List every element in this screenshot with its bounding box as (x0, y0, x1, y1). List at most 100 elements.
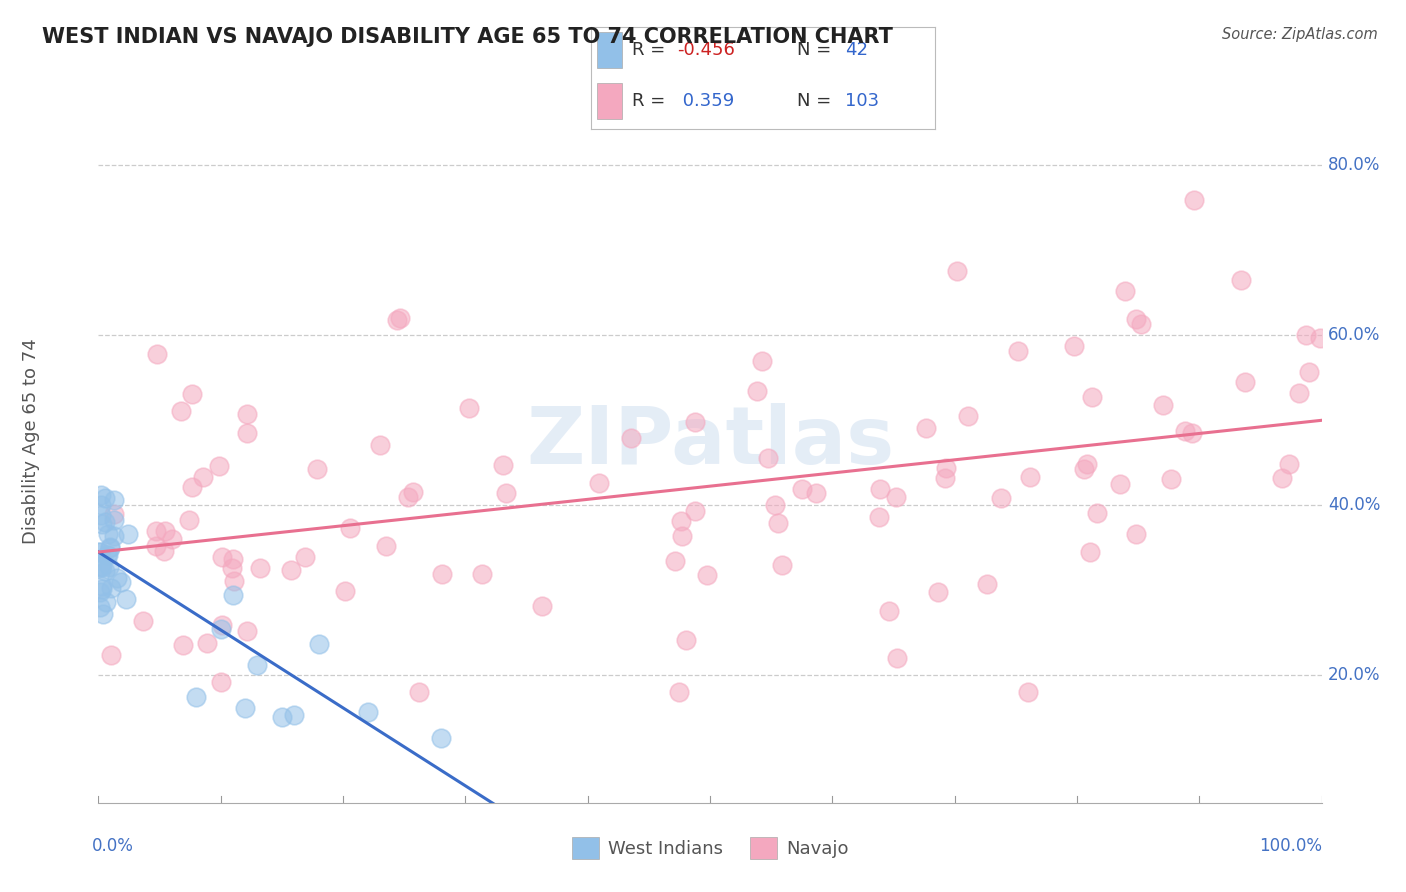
Text: N =: N = (797, 92, 837, 110)
Point (368, 438, 391, 452)
Text: -0.456: -0.456 (676, 41, 734, 59)
Point (868, 510, 890, 524)
Point (193, 470, 215, 484)
Point (1087, 506, 1109, 520)
Point (402, 485, 425, 500)
Point (1233, 376, 1256, 390)
Point (98, 541, 121, 555)
Point (935, 461, 957, 475)
Point (153, 524, 176, 539)
Point (1076, 457, 1098, 471)
Point (471, 567, 494, 582)
Text: ZIPatlas: ZIPatlas (526, 402, 894, 481)
Point (1160, 472, 1182, 486)
Point (804, 486, 827, 500)
Point (763, 499, 786, 513)
Point (97, 526, 120, 541)
Text: 40.0%: 40.0% (1327, 496, 1381, 515)
Point (105, 571, 128, 585)
Point (94, 595, 117, 609)
Point (1081, 390, 1104, 404)
Text: 100.0%: 100.0% (1258, 837, 1322, 855)
Point (1295, 327, 1317, 342)
Point (117, 527, 139, 541)
Point (186, 690, 208, 705)
Point (1298, 365, 1320, 379)
Point (91, 582, 114, 597)
Point (90, 516, 112, 531)
Point (100, 648, 122, 662)
Point (211, 617, 233, 632)
Point (492, 458, 515, 472)
Point (1108, 477, 1130, 491)
Point (170, 404, 193, 418)
Point (869, 482, 891, 496)
Point (236, 407, 259, 421)
Point (180, 480, 202, 494)
Point (221, 561, 243, 575)
Point (145, 539, 167, 553)
Point (294, 549, 316, 564)
Point (1152, 398, 1174, 412)
Point (339, 520, 361, 534)
Point (249, 561, 271, 575)
Point (172, 638, 194, 652)
Point (683, 415, 706, 429)
Point (530, 599, 553, 614)
Text: Disability Age 65 to 74: Disability Age 65 to 74 (22, 339, 41, 544)
Text: 0.0%: 0.0% (93, 837, 134, 855)
Point (790, 482, 813, 496)
Point (745, 384, 768, 398)
Point (990, 491, 1012, 505)
Point (671, 529, 693, 543)
Point (280, 563, 302, 577)
Point (1080, 545, 1102, 559)
Point (1019, 470, 1042, 484)
Point (432, 566, 454, 581)
Point (208, 458, 231, 473)
Point (1288, 386, 1310, 401)
Point (396, 491, 419, 505)
Point (1125, 311, 1147, 326)
Point (1129, 317, 1152, 331)
Point (235, 624, 257, 639)
Point (305, 462, 328, 476)
Point (98, 560, 121, 574)
Text: 0.359: 0.359 (676, 92, 734, 110)
Point (90, 498, 112, 512)
Bar (598, 32, 621, 68)
Point (236, 425, 259, 440)
Point (160, 532, 183, 546)
Point (89, 544, 111, 558)
Point (96, 548, 118, 562)
Point (408, 685, 430, 699)
Point (115, 591, 138, 606)
Point (132, 615, 155, 629)
Legend: West Indians, Navajo: West Indians, Navajo (564, 830, 856, 866)
Point (222, 588, 245, 602)
Point (751, 354, 773, 368)
Point (884, 490, 907, 504)
Text: 103: 103 (845, 92, 880, 110)
Point (110, 575, 132, 590)
Point (335, 584, 357, 599)
Point (374, 539, 396, 553)
Point (89, 584, 111, 599)
Point (668, 685, 690, 699)
Point (758, 450, 780, 465)
Point (89, 599, 111, 614)
Point (495, 486, 517, 500)
Point (1184, 194, 1206, 208)
Point (90, 579, 112, 593)
Point (934, 471, 956, 485)
Bar (598, 83, 621, 119)
Point (153, 544, 176, 558)
Point (209, 622, 232, 636)
Point (430, 731, 453, 746)
Point (246, 658, 269, 673)
Point (90, 508, 112, 522)
Text: Source: ZipAtlas.com: Source: ZipAtlas.com (1222, 27, 1378, 42)
Point (98, 541, 121, 555)
Point (387, 312, 409, 326)
Text: R =: R = (631, 41, 671, 59)
